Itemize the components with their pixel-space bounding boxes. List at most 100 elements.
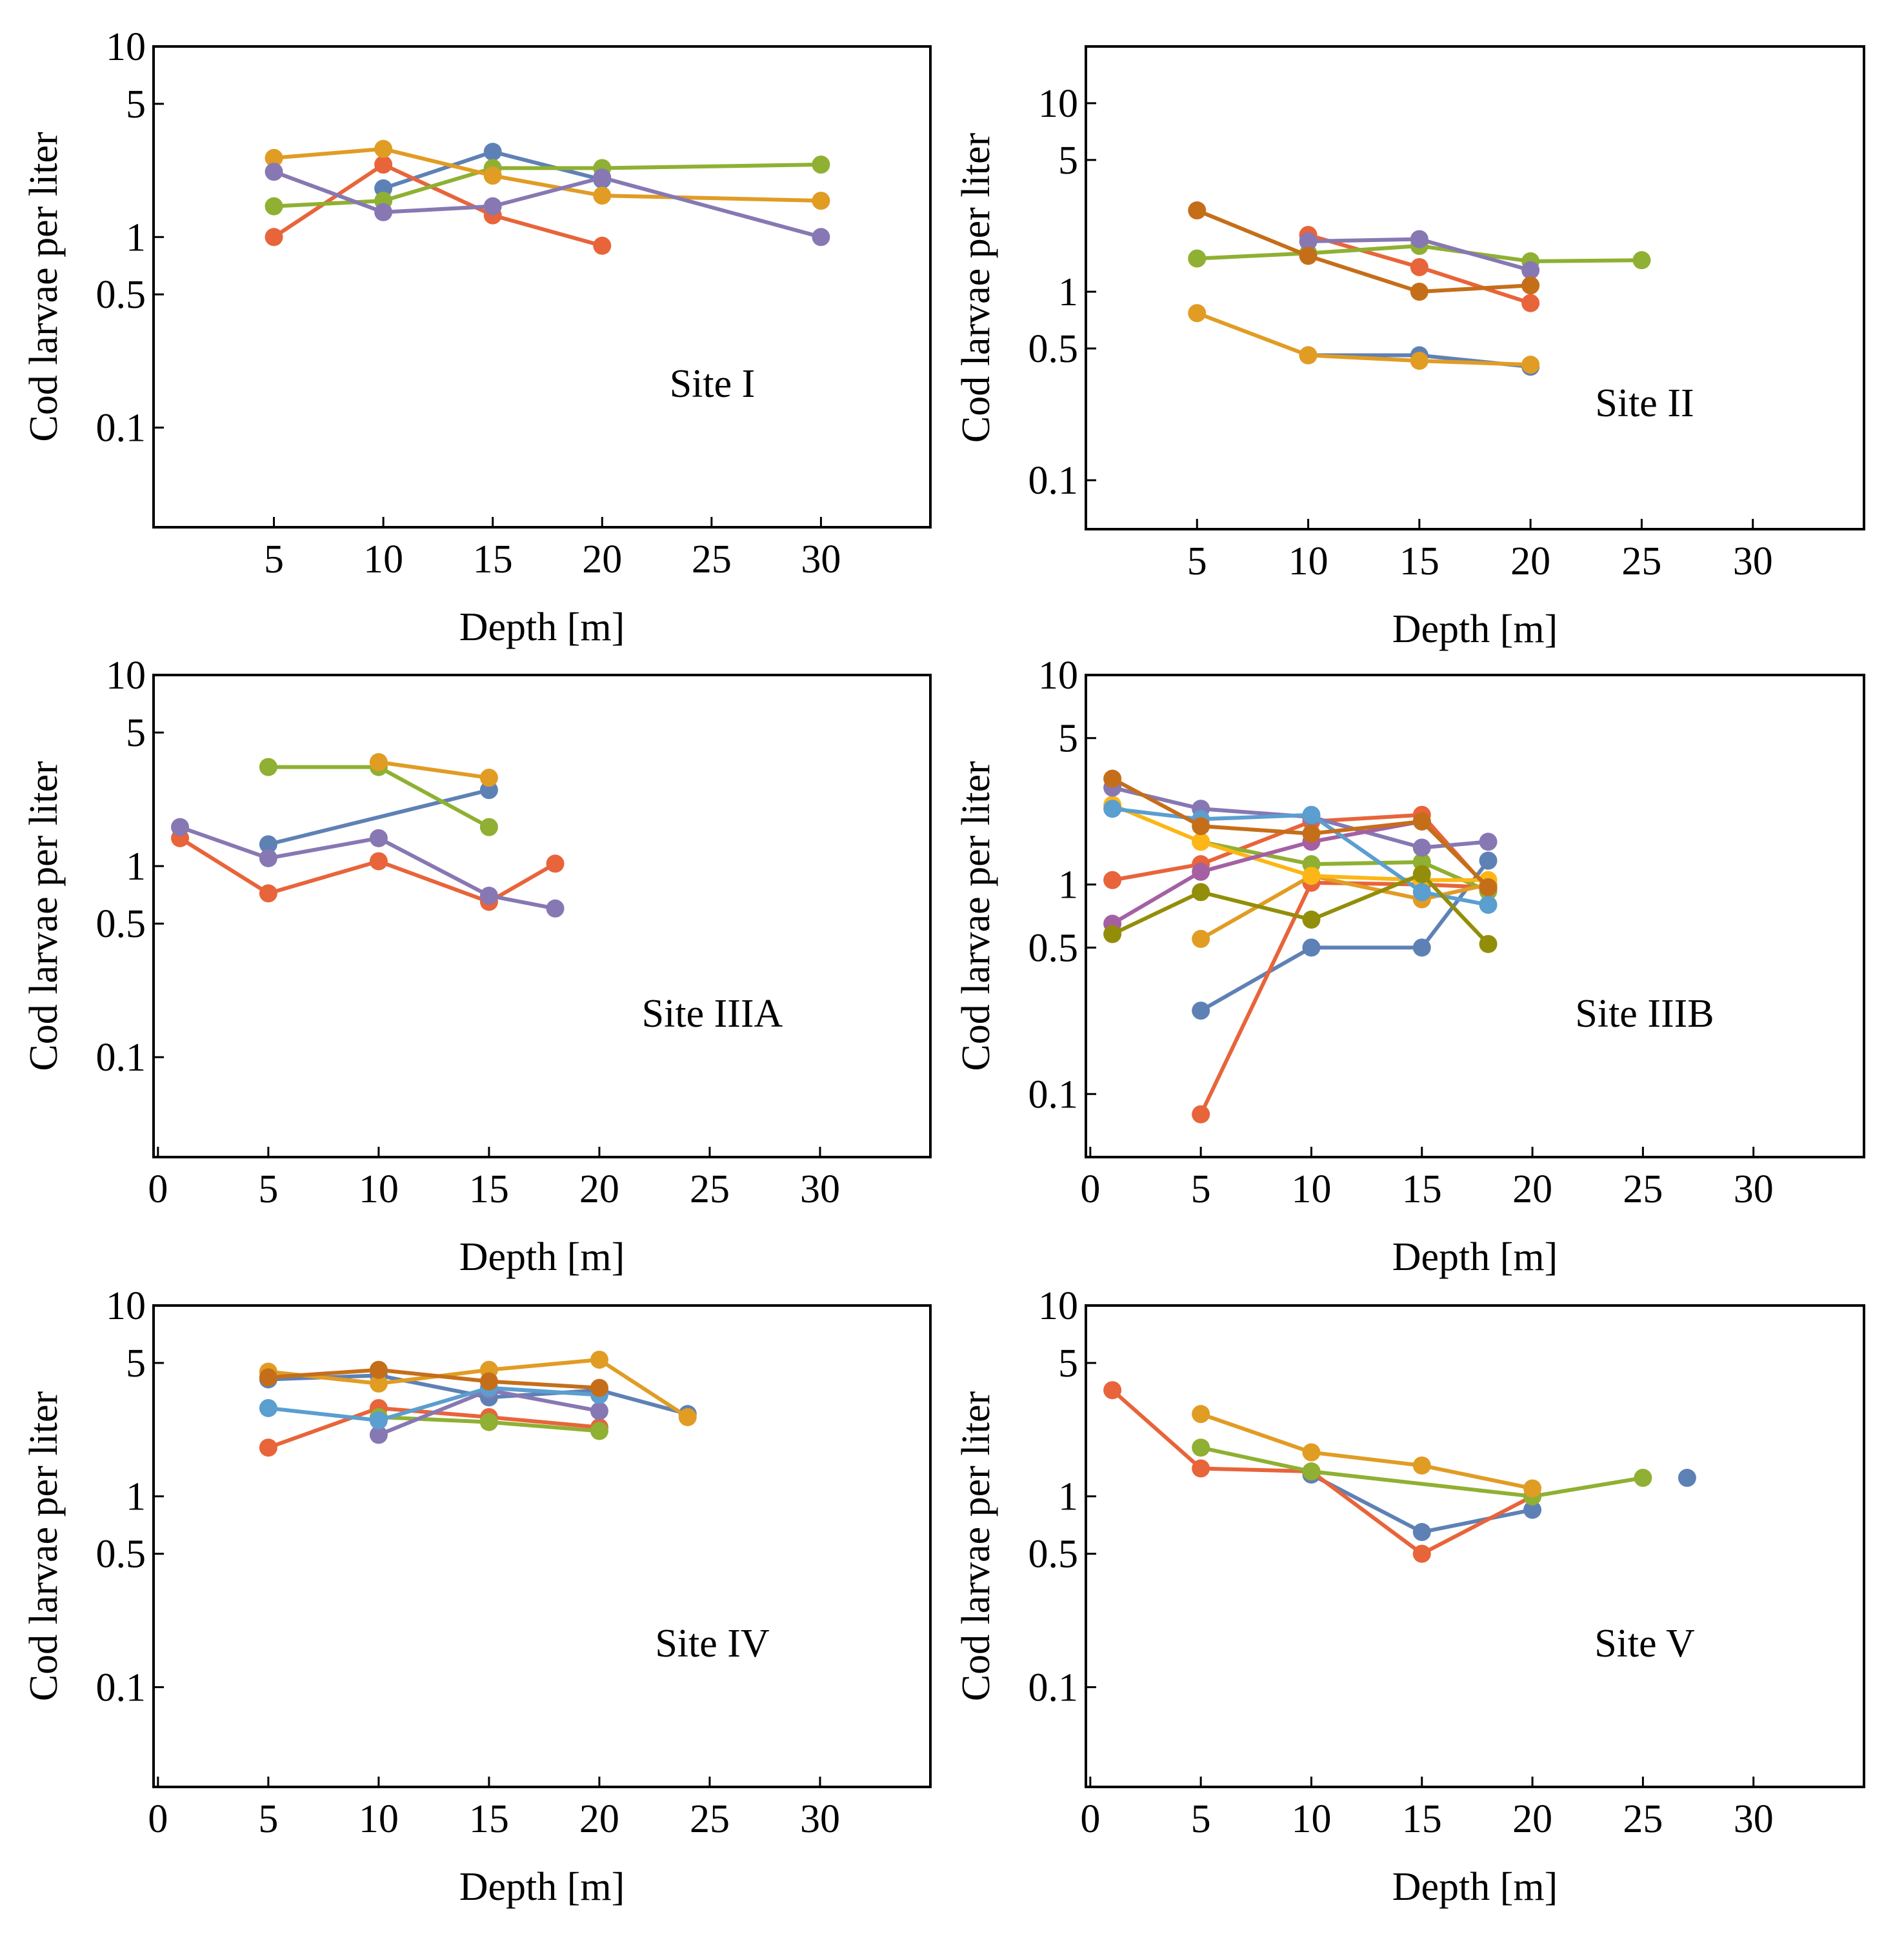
x-tick-label: 30 (1733, 539, 1773, 583)
data-point (546, 899, 565, 918)
data-point (1302, 911, 1321, 929)
y-tick-label: 5 (126, 83, 146, 126)
plot-frame (1085, 1304, 1865, 1788)
series-line (1195, 311, 1533, 367)
y-tick-label: 1 (1058, 863, 1078, 907)
x-tick-label: 30 (1734, 1167, 1774, 1211)
plot-frame (1085, 674, 1865, 1158)
series-line (266, 788, 491, 847)
y-axis-title: Cod larvae per liter (22, 1391, 66, 1702)
data-point (1188, 249, 1207, 268)
data-point (369, 1360, 388, 1379)
data-point (593, 187, 612, 205)
data-point (1412, 938, 1431, 957)
y-tick-label: 10 (106, 654, 146, 698)
data-point (479, 769, 498, 787)
data-point (259, 1368, 277, 1387)
y-axis-title: Cod larvae per liter (954, 133, 998, 443)
y-tick-label: 0.1 (96, 1666, 146, 1709)
x-axis-title: Depth [m] (1392, 1865, 1558, 1909)
y-tick-label: 0.1 (96, 1036, 146, 1080)
site-label: Site I (670, 362, 756, 406)
data-point (1521, 356, 1540, 374)
x-tick-label: 5 (258, 1797, 278, 1841)
data-point (1412, 1544, 1431, 1563)
chart-panel: 0 5 10 15 20 25 30 10 5 1 0.5 0.1 Depth [m] Cod larva… (22, 1284, 932, 1909)
x-tick-label: 5 (264, 538, 284, 581)
site-label: Site V (1594, 1622, 1695, 1666)
data-point (259, 849, 277, 867)
y-tick-label: 0.5 (96, 902, 146, 946)
data-point (1302, 824, 1321, 843)
y-tick-label: 0.5 (1028, 926, 1079, 970)
series-line (1110, 785, 1490, 850)
data-point (1192, 862, 1210, 881)
data-point (1302, 1462, 1321, 1481)
x-tick-label: 10 (1291, 1797, 1331, 1841)
data-point (369, 829, 388, 847)
data-point (1479, 878, 1498, 896)
data-point (483, 197, 502, 216)
plot-frame (152, 45, 932, 529)
data-point (259, 884, 277, 903)
site-label: Site II (1595, 381, 1694, 425)
data-point (1412, 883, 1431, 902)
x-tick-label: 0 (1080, 1167, 1100, 1211)
x-tick-label: 25 (690, 1797, 730, 1841)
y-tick-label: 10 (106, 1284, 146, 1328)
data-point (1410, 230, 1428, 248)
y-axis-title: Cod larvae per liter (954, 1391, 998, 1702)
series-line (1199, 1412, 1535, 1491)
data-point (812, 228, 830, 247)
data-point (1412, 1456, 1431, 1475)
data-point (1678, 1469, 1696, 1487)
data-point (374, 139, 393, 158)
x-axis-title: Depth [m] (1392, 607, 1558, 651)
x-tick-label: 5 (1191, 1167, 1211, 1211)
data-point (546, 854, 565, 873)
data-point (369, 752, 388, 771)
x-tick-label: 25 (1623, 1797, 1663, 1841)
x-tick-label: 30 (800, 1167, 840, 1211)
data-point (1103, 925, 1122, 943)
series-line (376, 760, 491, 780)
y-tick-label: 10 (1038, 82, 1078, 126)
data-point (259, 758, 277, 776)
y-tick-label: 5 (1058, 717, 1078, 761)
data-point (1302, 1443, 1321, 1462)
site-label: Site IIIA (642, 992, 783, 1036)
series-line (266, 1386, 601, 1423)
x-tick-label: 30 (800, 1797, 840, 1841)
x-tick-label: 20 (1512, 1167, 1552, 1211)
chart-panel: 5 10 15 20 25 30 10 5 1 0.5 0.1 Depth [m] Cod larvae… (954, 45, 1865, 651)
data-point (1479, 896, 1498, 914)
plot-frame (1085, 45, 1865, 530)
series-line (1199, 840, 1490, 893)
data-point (369, 1426, 388, 1444)
chart-panel: 0 5 10 15 20 25 30 10 5 1 0.5 0.1 Depth [m] Cod larva… (954, 654, 1865, 1279)
data-point (265, 197, 283, 216)
y-tick-label: 5 (1058, 1342, 1078, 1386)
data-point (369, 1374, 388, 1393)
x-tick-label: 0 (1080, 1797, 1100, 1841)
x-tick-label: 25 (1621, 539, 1661, 583)
series-blue-single (1678, 1469, 1696, 1487)
chart-panel: 5 10 15 20 25 30 10 5 1 0.5 0.1 Depth [m] Cod larvae… (22, 25, 932, 649)
x-tick-label: 10 (363, 538, 403, 581)
data-point (1103, 1381, 1122, 1400)
series-line (266, 1357, 690, 1419)
y-tick-label: 5 (126, 1342, 146, 1386)
data-point (593, 236, 612, 255)
x-axis-title: Depth [m] (459, 1235, 625, 1279)
x-tick-label: 15 (1399, 539, 1439, 583)
data-point (1521, 294, 1540, 312)
y-tick-label: 1 (126, 1475, 146, 1519)
data-point (1103, 800, 1122, 818)
y-tick-label: 1 (126, 216, 146, 259)
data-point (1521, 276, 1540, 295)
data-point (593, 168, 612, 187)
data-point (1192, 883, 1210, 902)
data-point (1634, 1469, 1652, 1487)
series-yellow (1103, 796, 1498, 889)
